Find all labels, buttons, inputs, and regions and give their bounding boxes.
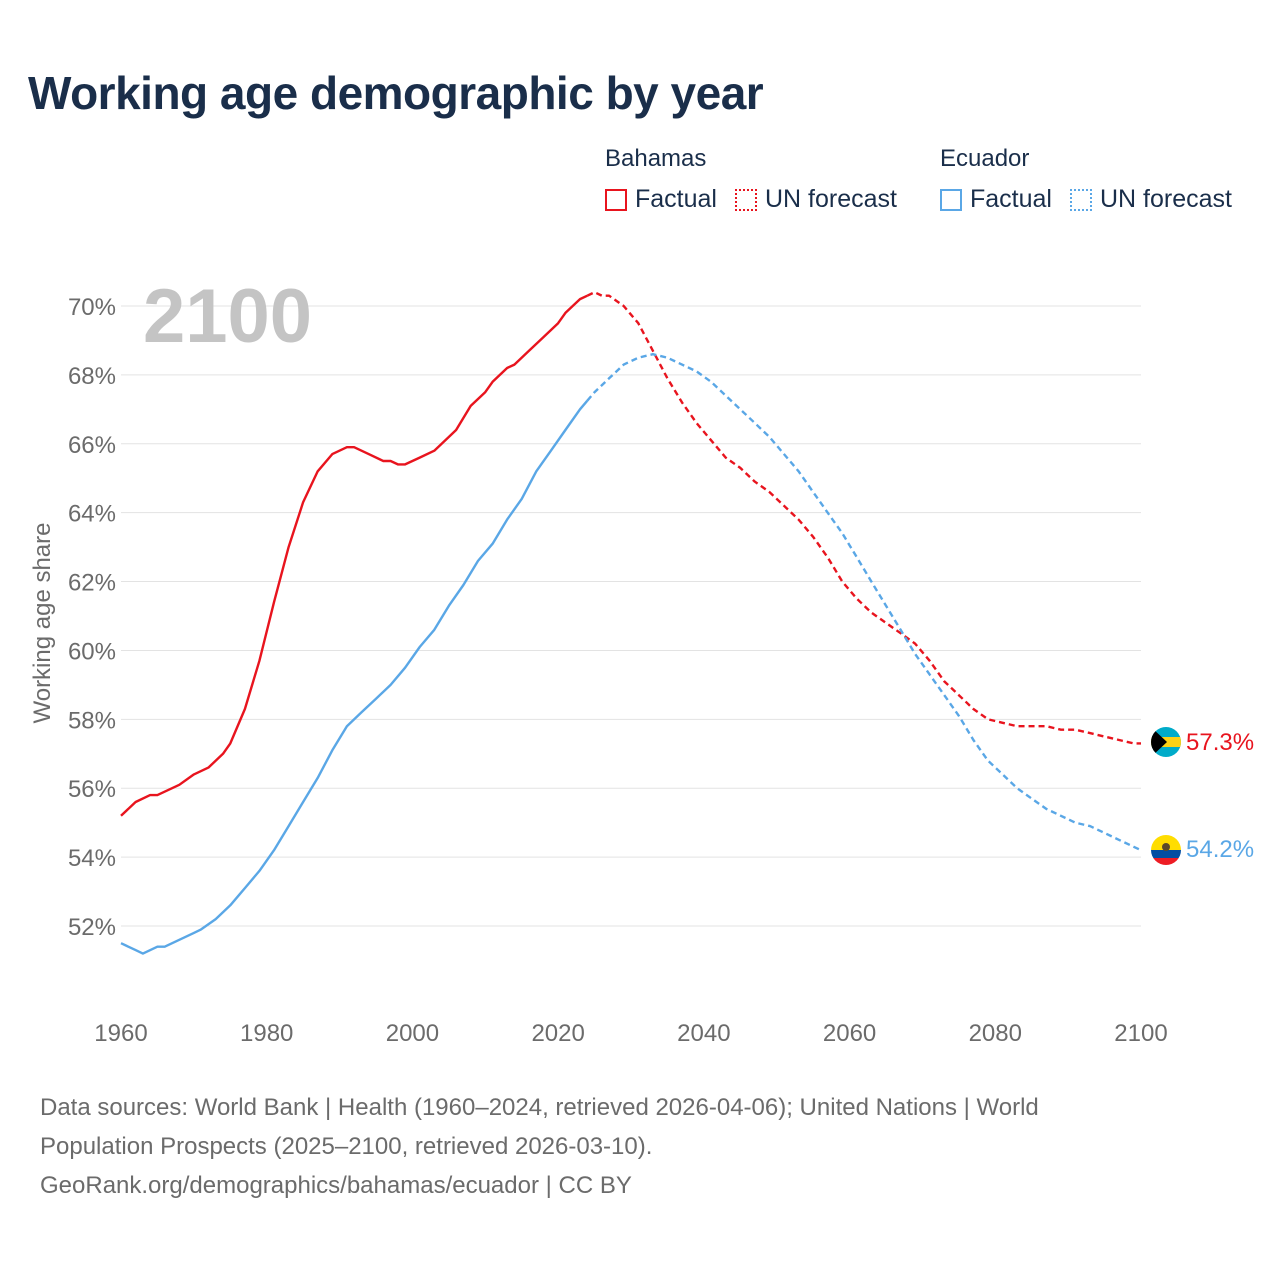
ecuador-factual-line [120, 399, 589, 955]
year-watermark: 2100 [143, 274, 312, 359]
legend-bahamas-name: Bahamas [605, 145, 707, 172]
footer-line-1: Data sources: World Bank | Health (1960–… [40, 1094, 1039, 1121]
bahamas-flag-icon [1151, 727, 1181, 757]
footer-line-2: Population Prospects (2025–2100, retriev… [40, 1133, 653, 1160]
legend-bahamas: Bahamas Factual UN forecast [605, 145, 897, 214]
x-tick-label-1960: 1960 [94, 1020, 147, 1047]
y-tick-label-56: 56% [68, 776, 116, 803]
ecuador-flag-icon [1151, 835, 1181, 865]
legend-ecuador-name: Ecuador [940, 145, 1030, 172]
y-axis-ticks: 52% 54% 56% 58% 60% 62% 64% 66% 68% 70% [68, 294, 116, 941]
footer-sources: Data sources: World Bank | Health (1960–… [40, 1088, 1240, 1205]
x-tick-label-2100: 2100 [1114, 1020, 1167, 1047]
legend-bahamas-factual-label: Factual [635, 185, 717, 213]
x-axis-ticks: 1960 1980 2000 2020 2040 2060 2080 2100 [94, 1020, 1167, 1047]
footer-line-3: GeoRank.org/demographics/bahamas/ecuador… [40, 1172, 632, 1199]
legend-ecuador-factual-label: Factual [970, 185, 1052, 213]
y-tick-label-58: 58% [68, 707, 116, 734]
y-tick-label-66: 66% [68, 432, 116, 459]
y-tick-label-62: 62% [68, 570, 116, 597]
legend-bahamas-forecast-swatch [734, 188, 757, 211]
series-lines [120, 291, 1142, 955]
y-tick-label-52: 52% [68, 914, 116, 941]
legend-ecuador-forecast-swatch [1069, 188, 1092, 211]
y-tick-label-70: 70% [68, 294, 116, 321]
chart-title: Working age demographic by year [28, 67, 764, 119]
legend-bahamas-factual-swatch [605, 188, 627, 211]
legend-bahamas-forecast-label: UN forecast [764, 185, 897, 213]
x-tick-label-2020: 2020 [531, 1020, 584, 1047]
x-tick-label-2060: 2060 [823, 1020, 876, 1047]
y-tick-label-54: 54% [68, 845, 116, 872]
legend-ecuador: Ecuador Factual UN forecast [940, 145, 1232, 214]
y-tick-label-64: 64% [68, 501, 116, 528]
y-tick-label-68: 68% [68, 363, 116, 390]
legend-ecuador-factual-swatch [940, 188, 962, 211]
ecuador-end-label: 54.2% [1186, 836, 1254, 863]
x-tick-label-1980: 1980 [240, 1020, 293, 1047]
x-tick-label-2080: 2080 [969, 1020, 1022, 1047]
x-tick-label-2000: 2000 [386, 1020, 439, 1047]
x-tick-label-2040: 2040 [677, 1020, 730, 1047]
bahamas-end-label: 57.3% [1186, 729, 1254, 756]
bahamas-forecast-line [586, 291, 1141, 745]
legend-ecuador-forecast-label: UN forecast [1099, 185, 1232, 213]
ecuador-forecast-line [586, 353, 1142, 852]
y-axis-label: Working age share [29, 523, 56, 724]
grid-lines [121, 305, 1141, 927]
y-tick-label-60: 60% [68, 638, 116, 665]
bahamas-factual-line [120, 294, 588, 817]
